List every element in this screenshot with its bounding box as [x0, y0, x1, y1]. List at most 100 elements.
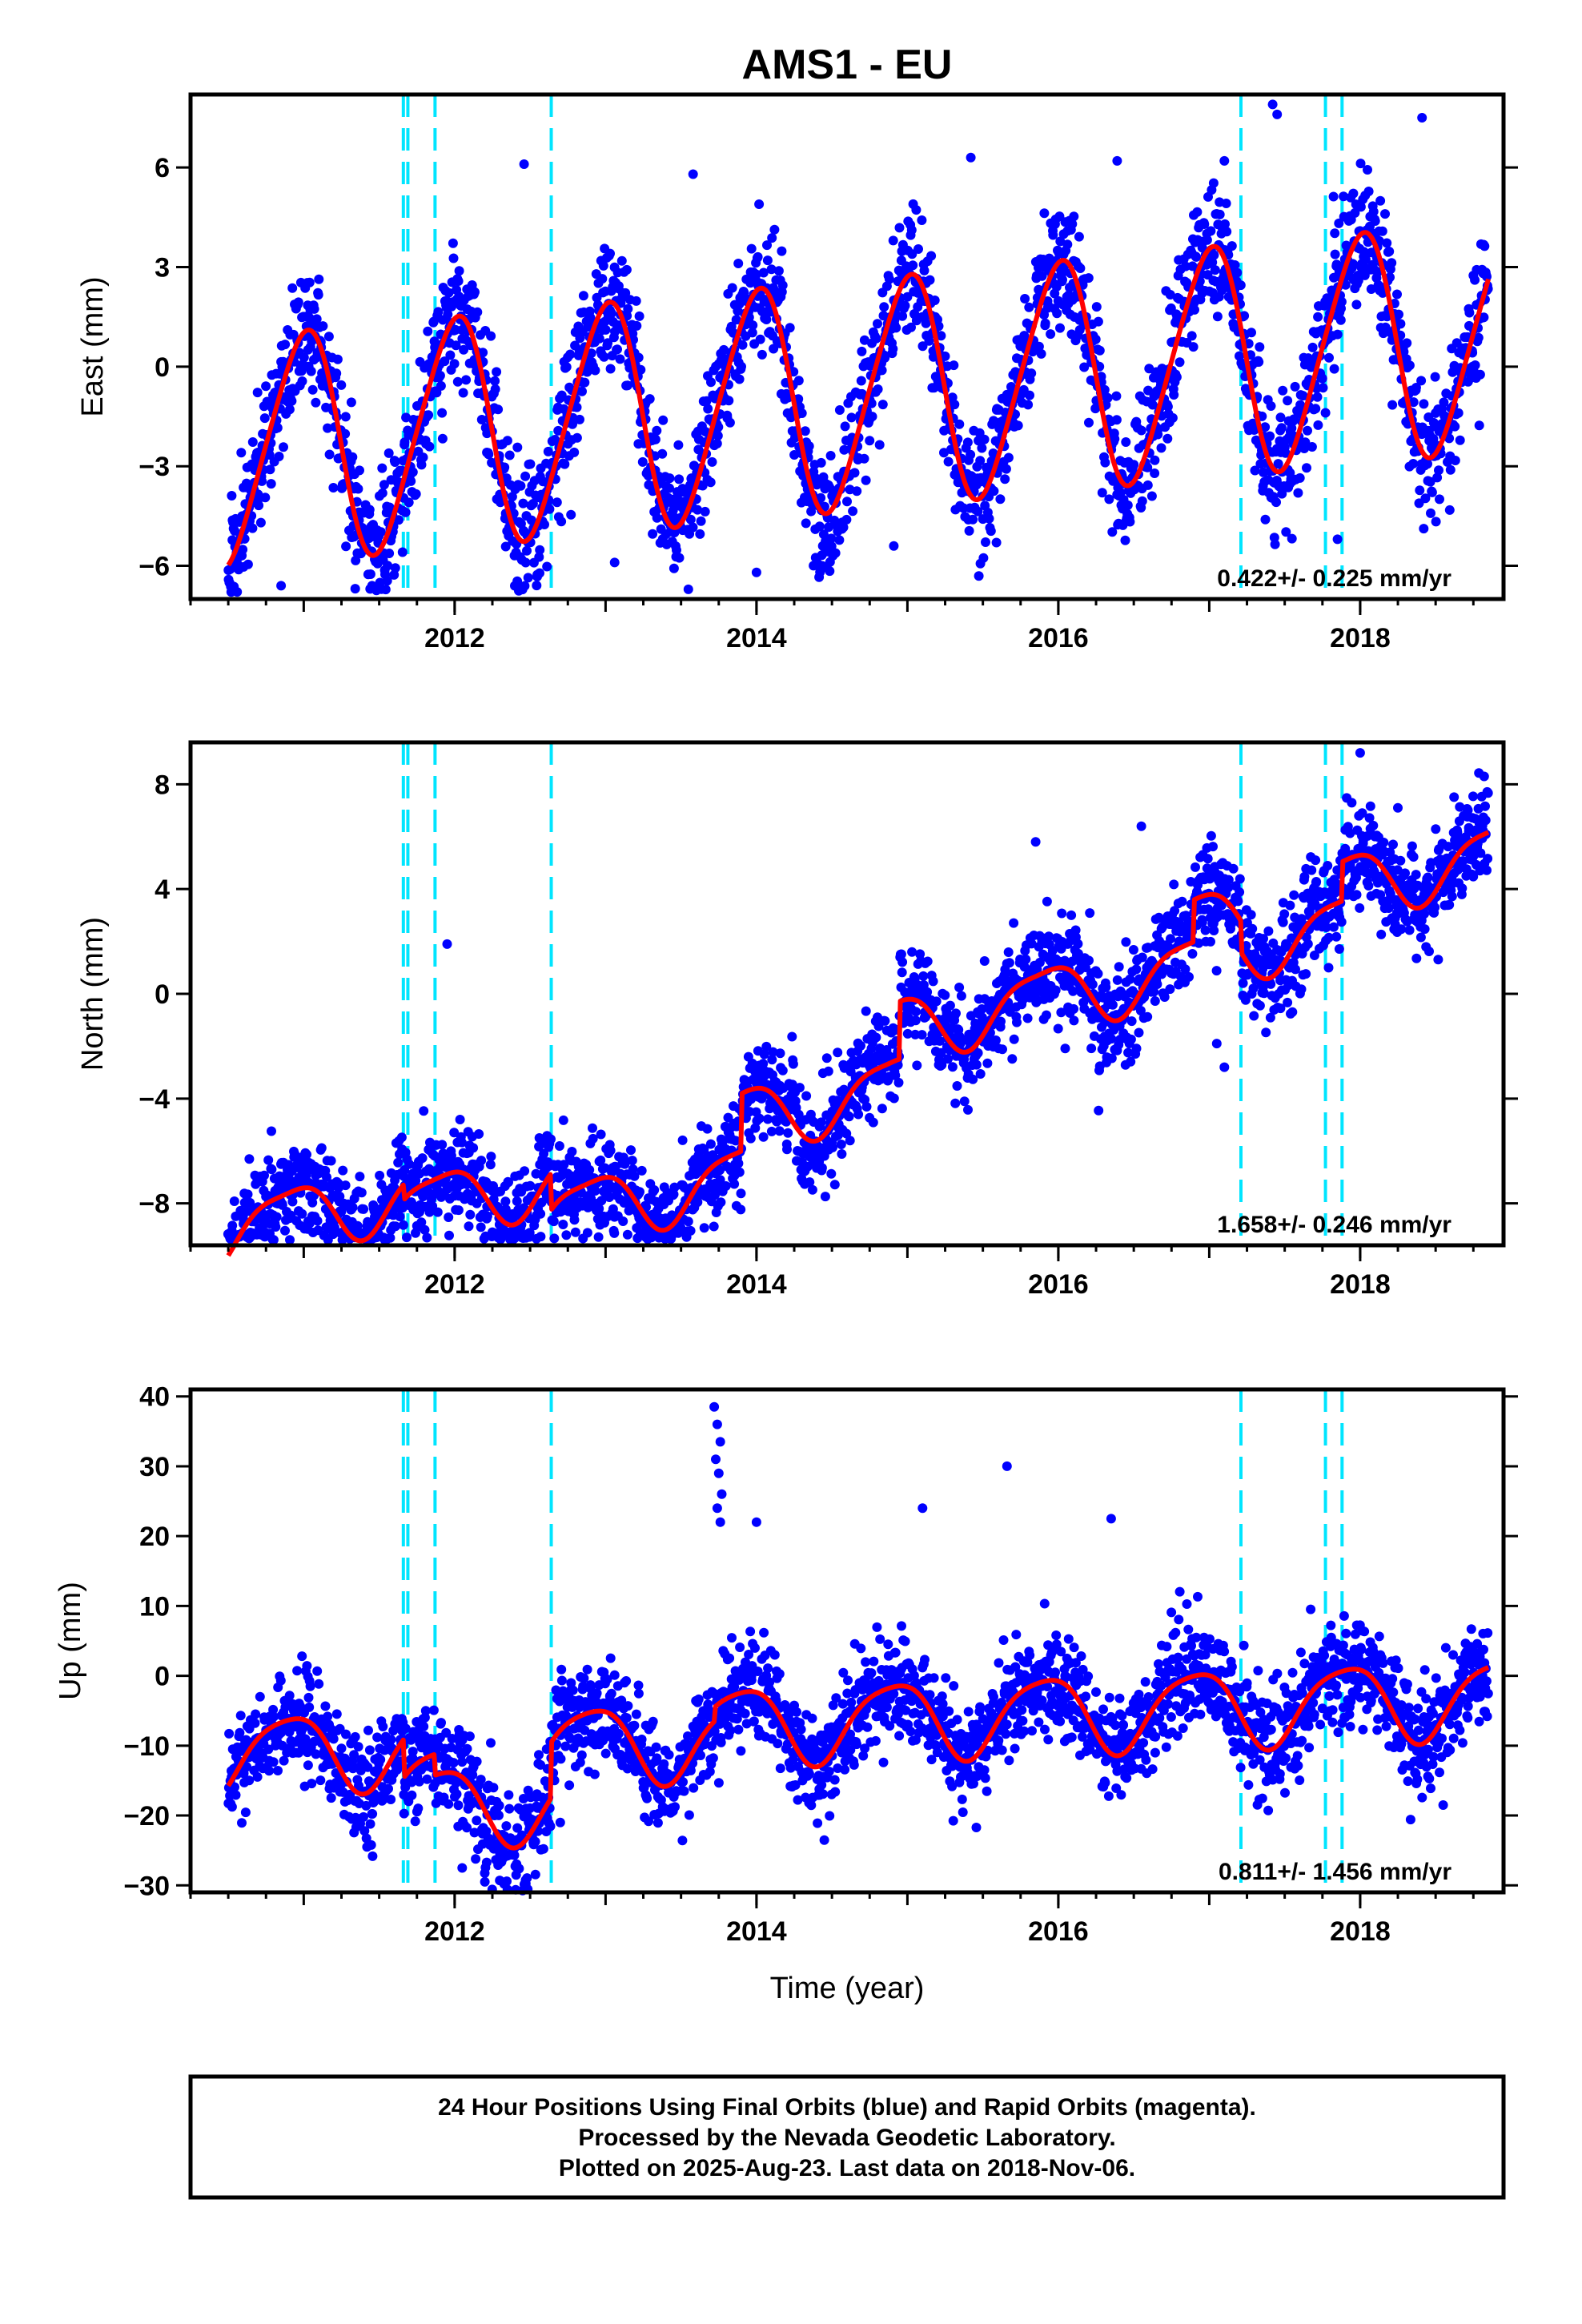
- data-point: [1415, 485, 1425, 496]
- data-point: [1058, 275, 1067, 285]
- data-point: [727, 283, 737, 293]
- data-point: [996, 1016, 1006, 1027]
- data-point: [1235, 887, 1245, 897]
- data-point: [928, 976, 938, 987]
- data-point: [665, 483, 674, 493]
- data-point: [917, 215, 927, 225]
- data-point: [873, 384, 883, 394]
- data-point: [1184, 971, 1194, 982]
- data-point: [900, 300, 910, 311]
- data-point: [464, 1221, 474, 1232]
- data-point: [1348, 188, 1359, 199]
- data-point: [455, 1115, 465, 1124]
- data-point: [1328, 191, 1339, 202]
- data-point: [1050, 985, 1061, 995]
- data-point: [1426, 508, 1435, 518]
- data-point: [755, 334, 765, 344]
- data-point: [535, 568, 544, 578]
- data-point: [478, 348, 488, 358]
- data-point: [1380, 209, 1390, 219]
- data-point: [424, 441, 435, 452]
- data-point: [981, 537, 990, 547]
- data-point: [1276, 423, 1287, 433]
- data-point: [1238, 978, 1248, 988]
- data-point: [332, 354, 343, 364]
- data-point: [1335, 315, 1346, 325]
- data-point: [1053, 1023, 1063, 1034]
- data-point: [433, 307, 444, 317]
- data-point: [324, 449, 335, 460]
- data-point: [504, 450, 515, 460]
- data-point: [1233, 896, 1243, 907]
- data-point: [1093, 316, 1103, 327]
- data-point: [500, 462, 510, 472]
- data-point: [1382, 238, 1392, 248]
- data-point: [1271, 497, 1281, 508]
- data-point: [1474, 420, 1484, 431]
- data-point: [1093, 968, 1103, 979]
- data-point: [304, 277, 315, 287]
- data-point: [949, 360, 959, 371]
- data-point: [1111, 415, 1122, 425]
- data-point: [540, 520, 549, 529]
- data-point: [1247, 328, 1256, 338]
- data-point: [1107, 999, 1118, 1010]
- data-point: [821, 1053, 832, 1063]
- data-point: [395, 1212, 405, 1222]
- data-point: [1209, 250, 1219, 260]
- data-point: [1323, 963, 1334, 973]
- data-point: [280, 1225, 290, 1236]
- data-point: [1211, 966, 1222, 976]
- data-point: [1106, 1053, 1117, 1063]
- data-point: [1039, 208, 1050, 219]
- data-point: [834, 535, 845, 545]
- data-point: [612, 344, 622, 355]
- data-point: [535, 545, 545, 555]
- data-point: [528, 499, 538, 509]
- data-point: [737, 340, 748, 350]
- data-point: [685, 514, 696, 525]
- data-point: [657, 448, 668, 459]
- data-point: [1260, 514, 1271, 525]
- data-point: [1036, 348, 1046, 359]
- data-point: [1392, 289, 1402, 300]
- data-point: [1296, 984, 1307, 995]
- data-point: [777, 1065, 788, 1076]
- data-point: [525, 459, 536, 469]
- data-point: [748, 320, 758, 331]
- data-point: [306, 366, 316, 376]
- data-point: [255, 517, 266, 528]
- y-tick-label: −6: [139, 552, 170, 582]
- data-point: [1423, 459, 1432, 469]
- data-point: [377, 463, 387, 473]
- data-point: [496, 497, 505, 508]
- data-point: [1235, 874, 1245, 884]
- data-point: [1287, 533, 1297, 544]
- data-point: [1289, 890, 1299, 900]
- data-point: [991, 537, 1002, 548]
- data-point: [599, 352, 609, 362]
- data-point: [394, 515, 404, 525]
- data-point: [777, 280, 788, 291]
- data-point: [845, 1136, 855, 1146]
- data-point: [257, 476, 267, 486]
- data-point: [451, 340, 461, 351]
- data-point: [453, 1205, 464, 1216]
- data-point: [736, 1204, 746, 1215]
- data-point: [868, 1117, 878, 1128]
- data-point: [476, 415, 487, 424]
- data-point: [444, 1230, 454, 1240]
- data-point: [398, 1220, 408, 1230]
- data-point: [437, 1140, 448, 1150]
- data-point: [974, 571, 984, 581]
- data-point: [468, 1143, 479, 1153]
- data-point: [1430, 372, 1440, 382]
- data-point: [293, 297, 303, 308]
- data-point: [952, 1081, 962, 1091]
- data-point: [615, 354, 625, 364]
- data-point: [913, 244, 923, 254]
- data-point: [1112, 155, 1122, 166]
- data-point: [1131, 964, 1142, 975]
- data-point: [1307, 865, 1317, 875]
- data-point: [1311, 855, 1321, 866]
